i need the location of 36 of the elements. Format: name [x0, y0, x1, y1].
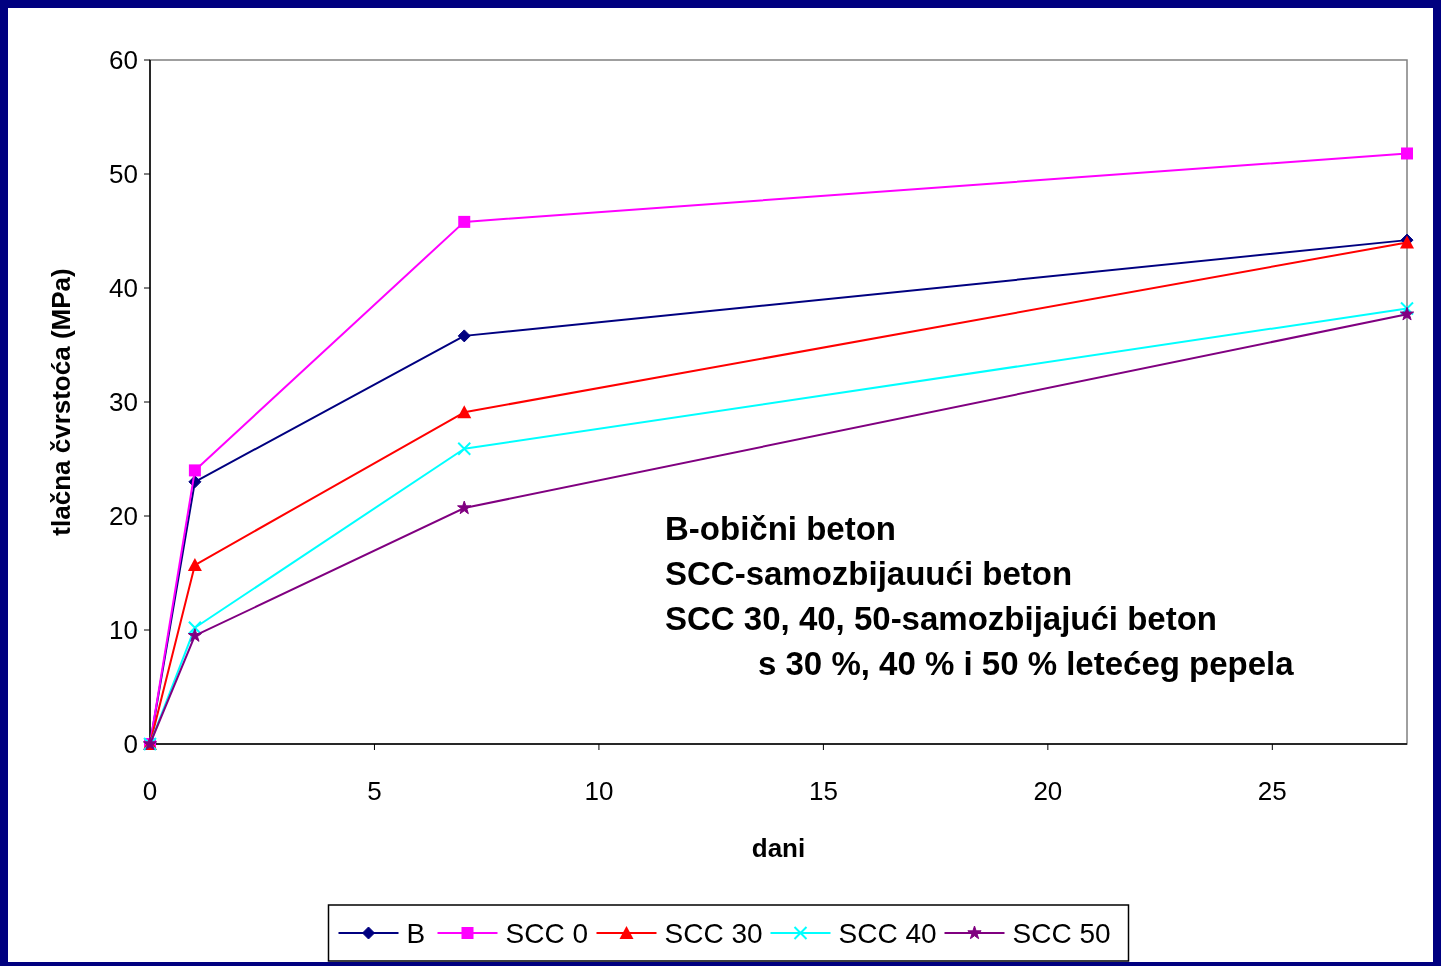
- point: [188, 464, 201, 477]
- y-tick-label: 60: [109, 45, 138, 76]
- y-axis-title: tlačna čvrstoća (MPa): [46, 268, 76, 536]
- legend-label: SCC 40: [838, 917, 937, 949]
- point: [187, 620, 202, 635]
- y-tick-label: 20: [109, 501, 138, 532]
- point: [187, 628, 203, 642]
- y-tick-label: 10: [109, 615, 138, 646]
- x-tick-label: 20: [1033, 776, 1063, 806]
- y-tick-label: 0: [123, 729, 138, 760]
- legend-label: SCC 0: [505, 917, 588, 949]
- x-tick-label: 10: [584, 776, 614, 806]
- y-tick-label: 30: [109, 387, 138, 418]
- x-tick-label: 5: [367, 776, 382, 806]
- point: [458, 215, 471, 228]
- annotation: SCC 30, 40, 50-samozbijajući beton: [665, 600, 1218, 637]
- point: [1400, 301, 1414, 316]
- point: [457, 405, 472, 419]
- annotation: s 30 %, 40 % i 50 % letećeg pepela: [758, 645, 1295, 682]
- annotation: SCC-samozbijauući beton: [665, 555, 1073, 592]
- point: [1399, 306, 1415, 321]
- legend-label: B: [406, 917, 426, 949]
- point: [457, 441, 472, 456]
- legend-label: SCC 30: [664, 917, 763, 949]
- x-axis-title: dani: [751, 833, 806, 863]
- point: [1401, 147, 1413, 160]
- point: [457, 500, 472, 515]
- point: [457, 329, 471, 343]
- y-tick-label: 50: [109, 159, 138, 190]
- point: [187, 558, 202, 572]
- x-tick-label: 25: [1257, 776, 1287, 806]
- y-tick-label: 40: [109, 273, 138, 304]
- x-tick-label: 0: [142, 776, 158, 806]
- legend-label: SCC 50: [1012, 917, 1111, 949]
- annotation: B-obični beton: [665, 510, 896, 547]
- x-tick-label: 15: [808, 776, 838, 806]
